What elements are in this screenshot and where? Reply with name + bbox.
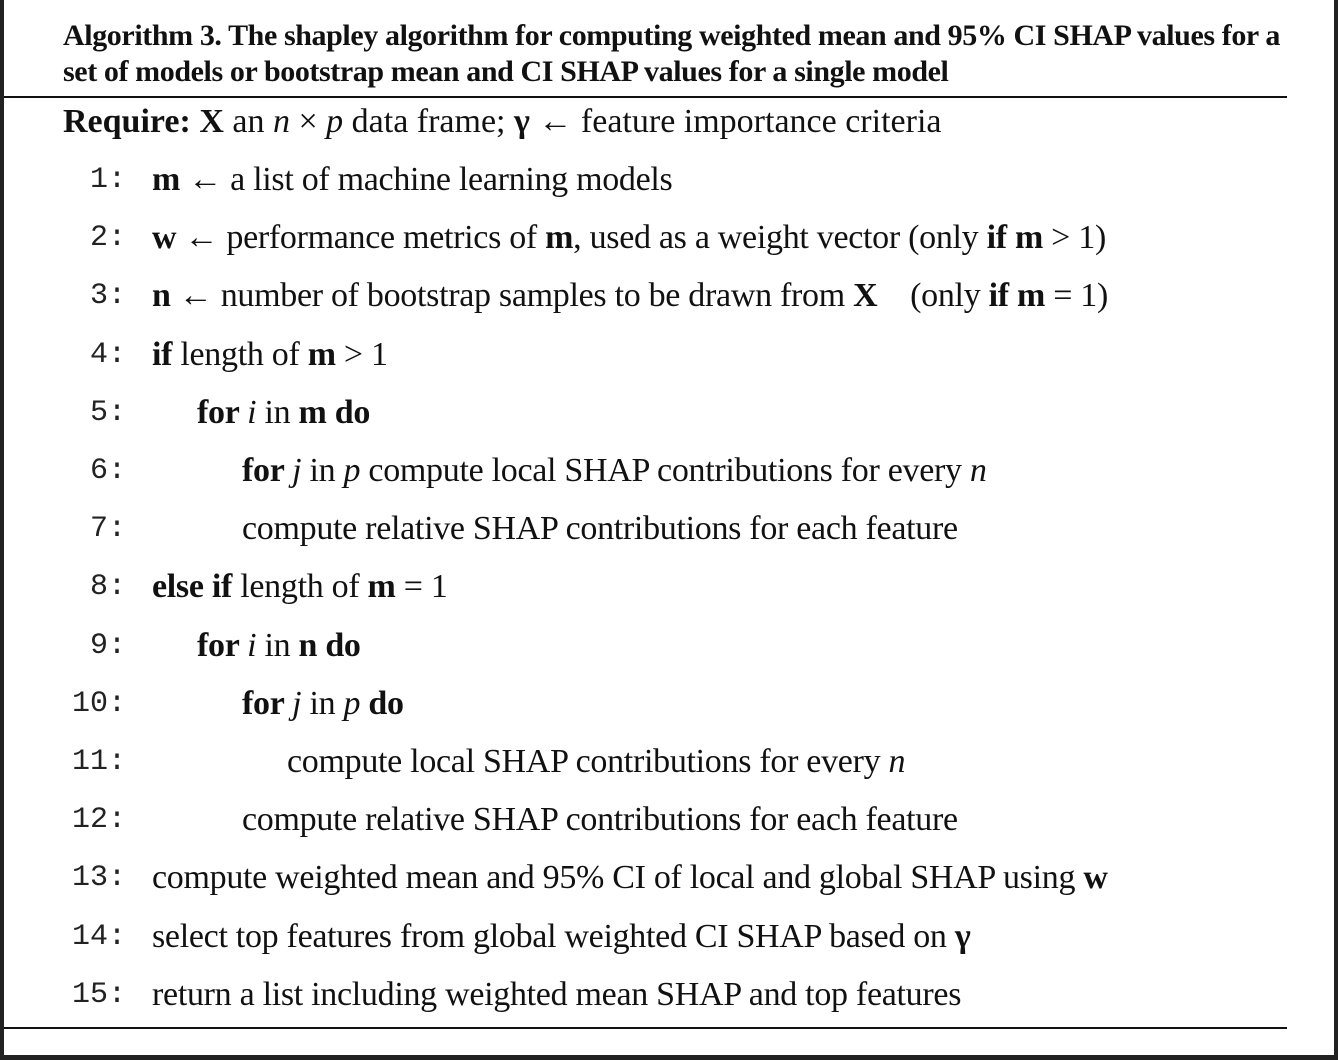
text-segment: if m bbox=[986, 219, 1044, 257]
text-segment: an bbox=[223, 103, 273, 140]
text-segment: Require: bbox=[63, 103, 200, 140]
text-segment: X bbox=[853, 277, 878, 315]
text-segment: = 1) bbox=[1045, 277, 1109, 315]
text-segment: X bbox=[199, 103, 224, 140]
text-segment: do bbox=[360, 684, 404, 722]
text-segment: γ bbox=[954, 917, 971, 955]
text-segment: j bbox=[292, 452, 302, 489]
line-number: 2: bbox=[89, 221, 126, 256]
text-segment: in bbox=[301, 684, 344, 722]
text-segment: ← number of bootstrap samples to be draw… bbox=[170, 277, 854, 315]
text-segment: compute relative SHAP contributions for … bbox=[242, 801, 958, 839]
text-segment: m bbox=[545, 219, 574, 257]
text-segment: w bbox=[152, 219, 177, 257]
line-number: 8: bbox=[89, 570, 126, 605]
line-text: for j in p do bbox=[242, 684, 404, 724]
text-segment: in bbox=[256, 626, 299, 664]
line-number: 12: bbox=[71, 803, 126, 838]
text-segment: compute local SHAP contributions for eve… bbox=[360, 452, 970, 489]
line-number: 9: bbox=[89, 628, 126, 663]
require-line: Require: X an n × p data frame; γ ← feat… bbox=[63, 102, 941, 142]
text-segment: for bbox=[197, 393, 248, 431]
line-number: 14: bbox=[71, 919, 126, 954]
text-segment: j bbox=[292, 684, 302, 722]
line-number: 5: bbox=[89, 395, 126, 430]
text-segment: compute local SHAP contributions for eve… bbox=[287, 743, 889, 780]
line-text: for i in n do bbox=[197, 626, 361, 666]
text-segment: m bbox=[367, 568, 396, 606]
line-text: else if length of m = 1 bbox=[152, 567, 448, 607]
text-segment: for bbox=[242, 452, 293, 489]
line-number: 13: bbox=[71, 861, 126, 896]
text-segment: if m bbox=[988, 277, 1046, 315]
line-text: return a list including weighted mean SH… bbox=[152, 975, 961, 1015]
line-number: 4: bbox=[89, 337, 126, 372]
text-segment: ← performance metrics of bbox=[176, 219, 546, 257]
line-text: select top features from global weighted… bbox=[152, 917, 971, 957]
text-segment: γ bbox=[514, 103, 530, 140]
line-text: m ← a list of machine learning models bbox=[152, 160, 673, 200]
text-segment: m bbox=[307, 335, 336, 373]
line-text: for i in m do bbox=[197, 393, 370, 433]
text-segment: compute relative SHAP contributions for … bbox=[242, 510, 958, 548]
text-segment: ← a list of machine learning models bbox=[180, 161, 673, 198]
text-segment: w bbox=[1083, 859, 1108, 897]
text-segment: p bbox=[343, 684, 361, 722]
text-segment: n do bbox=[298, 626, 361, 664]
text-segment: data frame; bbox=[343, 103, 515, 140]
text-segment: m bbox=[152, 161, 181, 198]
text-segment: n bbox=[152, 277, 171, 315]
text-segment: n bbox=[888, 743, 906, 780]
line-text: compute relative SHAP contributions for … bbox=[242, 509, 958, 549]
text-segment: for bbox=[197, 626, 248, 664]
text-segment: , used as a weight vector (only bbox=[573, 219, 987, 257]
text-segment: return a list including weighted mean SH… bbox=[152, 975, 962, 1013]
line-number: 7: bbox=[89, 512, 126, 547]
line-number: 6: bbox=[89, 454, 126, 488]
text-segment: i bbox=[247, 626, 257, 664]
text-segment: in bbox=[256, 393, 299, 431]
line-text: for j in p compute local SHAP contributi… bbox=[242, 451, 987, 491]
text-segment: p bbox=[343, 452, 361, 489]
text-segment: for bbox=[242, 684, 293, 722]
line-number: 10: bbox=[71, 686, 126, 721]
line-text: if length of m > 1 bbox=[152, 335, 388, 375]
text-segment: select top features from global weighted… bbox=[152, 917, 955, 955]
text-segment: i bbox=[247, 393, 257, 431]
line-number: 3: bbox=[89, 279, 126, 314]
text-segment: n bbox=[969, 452, 987, 489]
text-segment: if bbox=[152, 335, 173, 373]
line-text: w ← performance metrics of m, used as a … bbox=[152, 218, 1106, 258]
text-segment: p bbox=[326, 103, 344, 140]
text-segment: length of bbox=[232, 568, 368, 606]
text-segment: else if bbox=[152, 568, 233, 606]
text-segment: m do bbox=[298, 393, 371, 431]
top-rule bbox=[4, 96, 1287, 98]
line-number: 1: bbox=[89, 163, 126, 197]
algorithm-caption: Algorithm 3. The shapley algorithm for c… bbox=[63, 19, 1280, 88]
text-segment: > 1) bbox=[1042, 219, 1106, 257]
text-segment: = 1 bbox=[395, 568, 448, 606]
text-segment: × bbox=[289, 103, 327, 140]
bottom-rule bbox=[4, 1027, 1287, 1029]
line-text: compute relative SHAP contributions for … bbox=[242, 800, 958, 840]
line-text: compute weighted mean and 95% CI of loca… bbox=[152, 858, 1108, 898]
line-text: compute local SHAP contributions for eve… bbox=[287, 742, 905, 782]
text-segment: (only bbox=[877, 277, 989, 315]
text-segment: in bbox=[301, 452, 344, 489]
line-number: 11: bbox=[71, 745, 126, 779]
text-segment: > 1 bbox=[335, 335, 388, 373]
line-number: 15: bbox=[71, 977, 126, 1012]
text-segment: compute weighted mean and 95% CI of loca… bbox=[152, 859, 1084, 897]
text-segment: length of bbox=[172, 335, 308, 373]
text-segment: ← feature importance criteria bbox=[529, 103, 942, 140]
text-segment: n bbox=[272, 103, 290, 140]
line-text: n ← number of bootstrap samples to be dr… bbox=[152, 276, 1108, 316]
